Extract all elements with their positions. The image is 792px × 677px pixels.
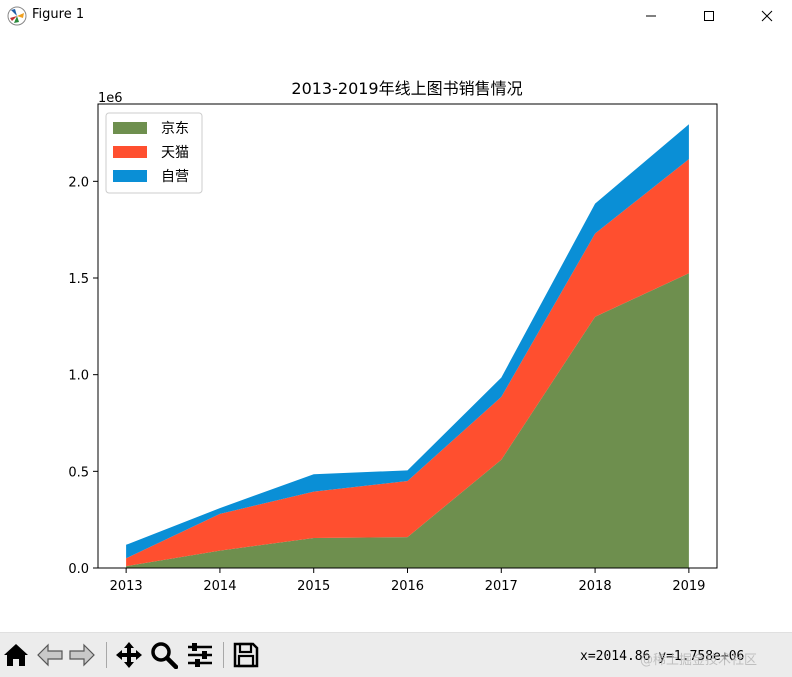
forward-icon[interactable]: [68, 641, 96, 669]
watermark: @稀土掘金技术社区: [640, 653, 758, 668]
navigation-toolbar: x=2014.86 y=1.758e+06 @稀土掘金技术社区: [0, 632, 792, 677]
x-tick-label: 2017: [485, 579, 518, 594]
chart-title: 2013-2019年线上图书销售情况: [291, 79, 522, 98]
cursor-coordinates: x=2014.86 y=1.758e+06: [580, 649, 745, 664]
area-series-3: [126, 124, 689, 559]
window-title: Figure 1: [32, 7, 85, 22]
figure-canvas[interactable]: 2013-2019年线上图书销售情况 1e6 2013 2014 2015 2016 2…: [0, 32, 792, 632]
minimize-button[interactable]: [628, 0, 674, 32]
legend-swatch: [113, 170, 147, 182]
pan-icon[interactable]: [115, 641, 143, 669]
area-series-2: [126, 159, 689, 567]
window-titlebar: Figure 1: [0, 0, 792, 32]
maximize-icon: [704, 11, 714, 21]
configure-subplots-icon[interactable]: [186, 641, 214, 669]
stacked-area-chart: 2013-2019年线上图书销售情况 1e6 2013 2014 2015 2016 2…: [68, 79, 718, 594]
x-tick-label: 2019: [672, 579, 705, 594]
y-tick-label: 0.0: [68, 562, 89, 577]
minimize-icon: [646, 15, 656, 17]
y-axis: 0.0 0.5 1.0 1.5 2.0: [68, 175, 98, 577]
y-tick-label: 2.0: [68, 175, 89, 190]
legend-label: 自营: [161, 169, 189, 185]
area-layer: [126, 124, 689, 568]
legend-swatch: [113, 122, 147, 134]
x-tick-label: 2016: [391, 579, 424, 594]
close-button[interactable]: [744, 0, 790, 32]
legend-label: 天猫: [161, 145, 189, 161]
back-icon[interactable]: [36, 641, 64, 669]
legend-label: 京东: [161, 121, 189, 137]
toolbar-separator: [223, 642, 224, 668]
y-tick-label: 1.0: [68, 369, 89, 384]
y-offset-label: 1e6: [98, 91, 123, 106]
legend-swatch: [113, 146, 147, 158]
y-tick-label: 0.5: [68, 465, 89, 480]
x-tick-label: 2018: [579, 579, 612, 594]
area-series-1: [126, 273, 689, 568]
save-icon[interactable]: [232, 641, 260, 669]
matplotlib-icon: [7, 6, 27, 26]
y-tick-label: 1.5: [68, 272, 89, 287]
close-icon: [761, 10, 773, 22]
x-tick-label: 2014: [203, 579, 236, 594]
x-axis: 2013 2014 2015 2016 2017 2018 2019: [110, 568, 705, 594]
home-icon[interactable]: [2, 641, 30, 669]
maximize-button[interactable]: [686, 0, 732, 32]
x-tick-label: 2015: [297, 579, 330, 594]
x-tick-label: 2013: [110, 579, 143, 594]
zoom-icon[interactable]: [150, 641, 178, 669]
toolbar-separator: [106, 642, 107, 668]
